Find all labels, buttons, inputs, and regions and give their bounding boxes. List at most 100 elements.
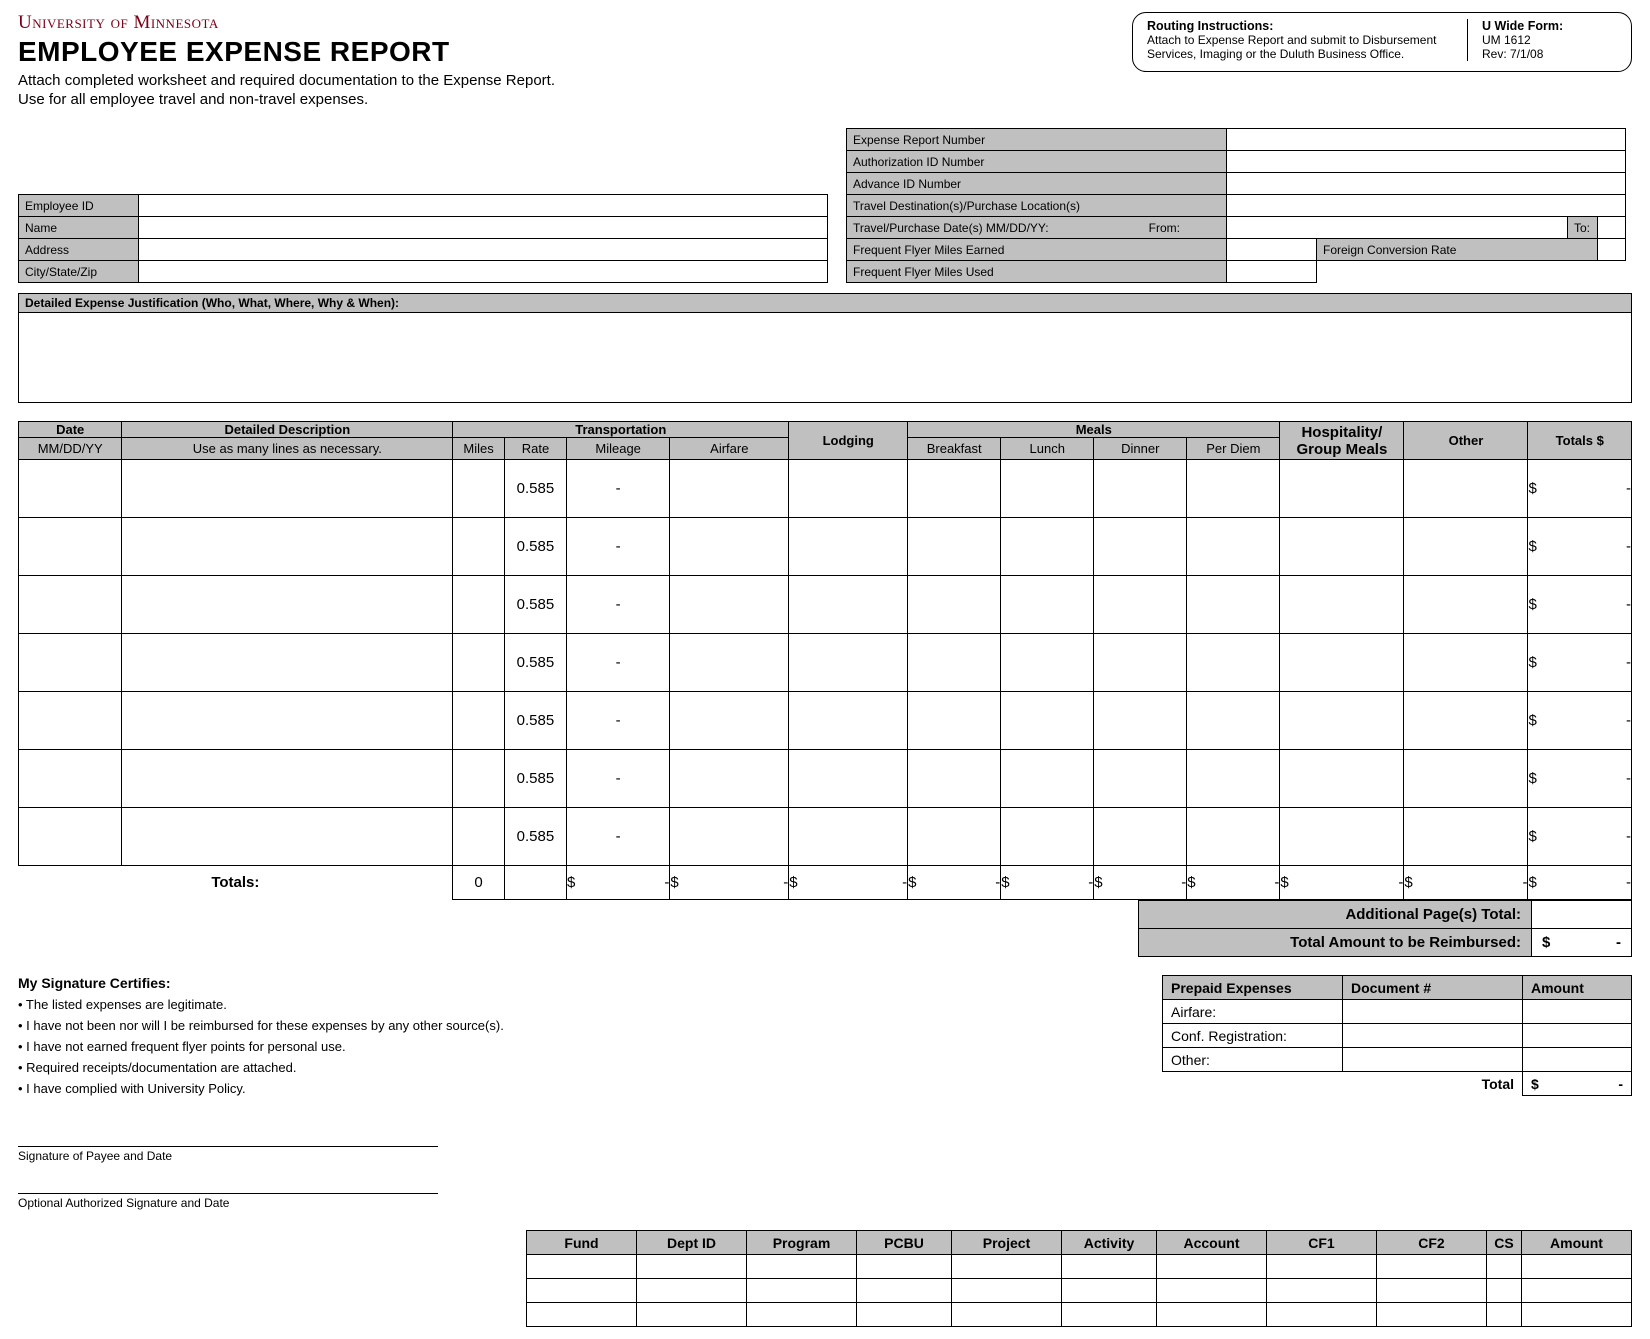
expense-cell[interactable] <box>1001 750 1094 808</box>
expense-cell[interactable] <box>1094 518 1187 576</box>
expense-cell[interactable] <box>453 808 505 866</box>
accounting-cell[interactable] <box>747 1279 857 1303</box>
to-date-input[interactable] <box>1597 217 1625 239</box>
ff-earned-input[interactable] <box>1227 239 1317 261</box>
expense-cell[interactable] <box>19 692 122 750</box>
expense-cell[interactable] <box>789 634 908 692</box>
expense-cell[interactable] <box>19 518 122 576</box>
authorization-id-input[interactable] <box>1227 151 1626 173</box>
prepaid-amount-input[interactable] <box>1523 1048 1632 1072</box>
additional-pages-amount[interactable] <box>1532 901 1632 929</box>
accounting-cell[interactable] <box>637 1303 747 1327</box>
expense-cell[interactable] <box>908 750 1001 808</box>
expense-cell[interactable] <box>453 460 505 518</box>
expense-cell[interactable] <box>670 750 789 808</box>
expense-cell[interactable] <box>789 750 908 808</box>
expense-cell[interactable] <box>670 518 789 576</box>
prepaid-doc-input[interactable] <box>1343 1048 1523 1072</box>
expense-cell[interactable] <box>1404 576 1528 634</box>
expense-cell[interactable] <box>1001 576 1094 634</box>
expense-cell[interactable] <box>1094 634 1187 692</box>
expense-cell[interactable] <box>1001 634 1094 692</box>
accounting-cell[interactable] <box>1487 1279 1522 1303</box>
from-date-input[interactable] <box>1227 217 1568 239</box>
expense-cell[interactable] <box>1001 460 1094 518</box>
expense-cell[interactable] <box>789 692 908 750</box>
expense-cell[interactable] <box>1094 576 1187 634</box>
accounting-cell[interactable] <box>1377 1279 1487 1303</box>
expense-cell[interactable] <box>1001 808 1094 866</box>
advance-id-input[interactable] <box>1227 173 1626 195</box>
expense-cell[interactable] <box>908 808 1001 866</box>
expense-report-number-input[interactable] <box>1227 129 1626 151</box>
expense-cell[interactable] <box>122 518 453 576</box>
ff-used-input[interactable] <box>1227 261 1317 283</box>
accounting-cell[interactable] <box>527 1303 637 1327</box>
expense-cell[interactable] <box>1280 634 1404 692</box>
expense-cell[interactable] <box>908 634 1001 692</box>
expense-cell[interactable] <box>1094 692 1187 750</box>
expense-cell[interactable] <box>670 576 789 634</box>
accounting-cell[interactable] <box>1522 1303 1632 1327</box>
expense-cell[interactable] <box>789 576 908 634</box>
expense-cell[interactable] <box>1187 692 1280 750</box>
city-state-zip-input[interactable] <box>139 261 828 283</box>
expense-cell[interactable] <box>670 460 789 518</box>
expense-cell[interactable] <box>122 750 453 808</box>
expense-cell[interactable] <box>19 750 122 808</box>
travel-destination-input[interactable] <box>1227 195 1626 217</box>
expense-cell[interactable] <box>789 518 908 576</box>
accounting-cell[interactable] <box>527 1279 637 1303</box>
expense-cell[interactable] <box>1094 460 1187 518</box>
expense-cell[interactable] <box>19 808 122 866</box>
employee-id-input[interactable] <box>139 195 828 217</box>
expense-cell[interactable] <box>1404 750 1528 808</box>
expense-cell[interactable] <box>908 692 1001 750</box>
expense-cell[interactable] <box>453 518 505 576</box>
expense-cell[interactable] <box>789 460 908 518</box>
expense-cell[interactable] <box>670 692 789 750</box>
signature-payee[interactable]: Signature of Payee and Date <box>18 1146 438 1163</box>
prepaid-amount-input[interactable] <box>1523 1024 1632 1048</box>
accounting-cell[interactable] <box>1487 1303 1522 1327</box>
expense-cell[interactable] <box>1187 518 1280 576</box>
expense-cell[interactable] <box>908 518 1001 576</box>
expense-cell[interactable] <box>122 634 453 692</box>
prepaid-doc-input[interactable] <box>1343 1000 1523 1024</box>
expense-cell[interactable] <box>1280 576 1404 634</box>
accounting-cell[interactable] <box>1157 1303 1267 1327</box>
expense-cell[interactable] <box>453 692 505 750</box>
expense-cell[interactable] <box>670 808 789 866</box>
justification-input[interactable] <box>18 313 1632 403</box>
expense-cell[interactable] <box>122 808 453 866</box>
expense-cell[interactable] <box>122 692 453 750</box>
signature-optional[interactable]: Optional Authorized Signature and Date <box>18 1193 438 1210</box>
expense-cell[interactable] <box>122 576 453 634</box>
expense-cell[interactable] <box>1404 692 1528 750</box>
expense-cell[interactable] <box>453 634 505 692</box>
expense-cell[interactable] <box>19 634 122 692</box>
name-input[interactable] <box>139 217 828 239</box>
foreign-rate-input[interactable] <box>1597 239 1625 261</box>
expense-cell[interactable] <box>1187 576 1280 634</box>
expense-cell[interactable] <box>1404 460 1528 518</box>
accounting-cell[interactable] <box>637 1279 747 1303</box>
expense-cell[interactable] <box>1280 460 1404 518</box>
accounting-cell[interactable] <box>1062 1303 1157 1327</box>
expense-cell[interactable] <box>1404 634 1528 692</box>
expense-cell[interactable] <box>1280 808 1404 866</box>
accounting-cell[interactable] <box>1267 1279 1377 1303</box>
expense-cell[interactable] <box>19 460 122 518</box>
expense-cell[interactable] <box>1187 634 1280 692</box>
accounting-cell[interactable] <box>857 1279 952 1303</box>
prepaid-doc-input[interactable] <box>1343 1024 1523 1048</box>
expense-cell[interactable] <box>122 460 453 518</box>
expense-cell[interactable] <box>789 808 908 866</box>
accounting-cell[interactable] <box>1522 1279 1632 1303</box>
expense-cell[interactable] <box>1280 518 1404 576</box>
expense-cell[interactable] <box>453 576 505 634</box>
accounting-cell[interactable] <box>1062 1279 1157 1303</box>
expense-cell[interactable] <box>1094 808 1187 866</box>
accounting-cell[interactable] <box>857 1303 952 1327</box>
expense-cell[interactable] <box>1094 750 1187 808</box>
